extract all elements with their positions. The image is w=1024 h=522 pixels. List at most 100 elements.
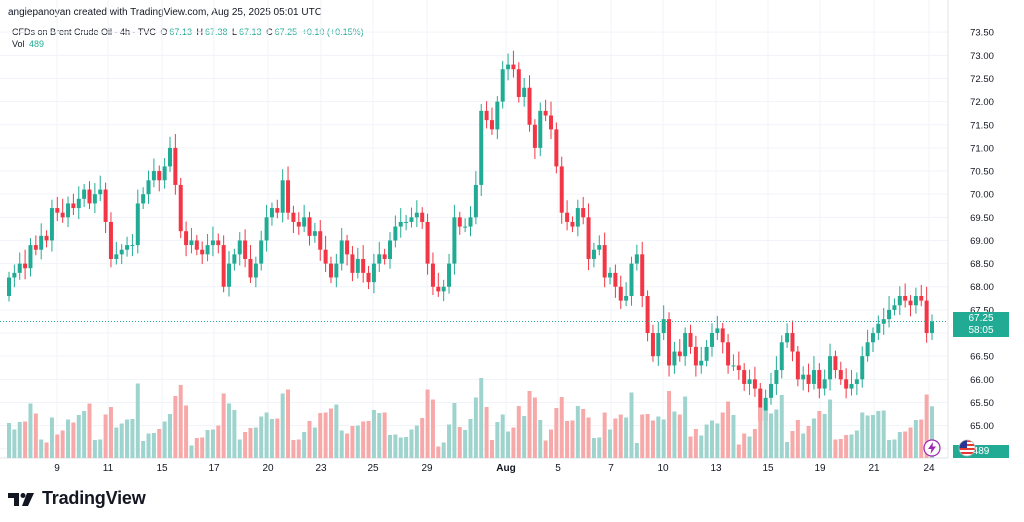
volume-bar xyxy=(216,425,221,458)
candle-body xyxy=(704,346,709,361)
candle-body xyxy=(484,110,489,121)
volume-bar xyxy=(259,416,264,458)
candle-body xyxy=(280,180,285,213)
candle-body xyxy=(382,254,387,259)
volume-bar xyxy=(312,427,317,458)
volume-bar xyxy=(629,392,634,458)
candle-body xyxy=(736,365,741,371)
x-tick-label: 10 xyxy=(657,463,669,474)
volume-bar xyxy=(366,421,371,458)
candle-body xyxy=(328,263,333,278)
candle-body xyxy=(586,217,591,259)
candle-body xyxy=(785,333,790,343)
volume-bar xyxy=(597,437,602,458)
volume-bar xyxy=(763,410,768,458)
candle-body xyxy=(554,129,559,167)
y-tick-label: 65.50 xyxy=(970,398,994,409)
volume-bar xyxy=(769,413,774,458)
candle-body xyxy=(237,240,242,255)
volume-bar xyxy=(151,433,156,458)
volume-bar xyxy=(752,429,757,458)
volume-bar xyxy=(581,409,586,458)
volume-bar xyxy=(382,412,387,458)
volume-bar xyxy=(60,430,65,458)
candle-body xyxy=(232,254,237,264)
volume-bar xyxy=(726,401,731,458)
volume-bar xyxy=(87,403,92,458)
volume-bar xyxy=(924,394,929,458)
candle-body xyxy=(398,221,403,227)
candle-body xyxy=(828,356,833,380)
candle-body xyxy=(699,360,704,366)
volume-bar xyxy=(291,440,296,458)
candle-body xyxy=(854,379,859,384)
candle-body xyxy=(393,226,398,241)
volume-bar xyxy=(468,419,473,458)
candle-body xyxy=(420,212,425,222)
volume-bar xyxy=(817,411,822,458)
candle-body xyxy=(693,346,698,366)
candle-body xyxy=(200,249,205,255)
tradingview-footer[interactable]: TradingView xyxy=(8,488,146,509)
candle-body xyxy=(447,263,452,287)
volume-bar xyxy=(548,429,553,458)
volume-bar xyxy=(538,420,543,458)
volume-bar xyxy=(17,422,22,458)
volume-bar xyxy=(575,406,580,458)
candle-body xyxy=(758,388,763,421)
volume-bar xyxy=(908,427,913,458)
volume-bar xyxy=(280,393,285,458)
candle-body xyxy=(887,309,892,320)
x-tick-label: 20 xyxy=(262,463,274,474)
candle-body xyxy=(495,101,500,130)
candle-body xyxy=(457,217,462,227)
volume-bar xyxy=(667,391,672,458)
candle-body xyxy=(688,333,693,347)
volume-bar xyxy=(506,431,511,458)
candle-body xyxy=(28,245,33,269)
candle-body xyxy=(774,370,779,384)
volume-bar xyxy=(71,422,76,458)
volume-bar xyxy=(130,419,135,458)
volume-bar xyxy=(398,437,403,458)
candle-body xyxy=(216,240,221,246)
candle-body xyxy=(742,370,747,384)
volume-bar xyxy=(919,419,924,458)
y-tick-label: 71.00 xyxy=(970,143,994,154)
candle-body xyxy=(302,217,307,227)
candle-body xyxy=(876,323,881,334)
x-tick-label: 15 xyxy=(762,463,774,474)
candle-body xyxy=(779,342,784,371)
volume-bar xyxy=(661,419,666,458)
volume-bar xyxy=(264,412,269,458)
us-flag-icon[interactable] xyxy=(958,439,976,457)
candle-body xyxy=(672,351,677,366)
volume-bar xyxy=(742,433,747,458)
x-tick-label: 24 xyxy=(923,463,935,474)
candle-body xyxy=(361,258,366,273)
candle-body xyxy=(66,203,71,218)
candle-body xyxy=(248,258,253,278)
candle-body xyxy=(60,212,65,218)
x-tick-label: 25 xyxy=(367,463,379,474)
candle-body xyxy=(243,240,248,259)
volume-label[interactable]: Vol xyxy=(12,39,25,49)
candle-body xyxy=(769,383,774,398)
volume-bar xyxy=(162,421,167,458)
lightning-icon[interactable] xyxy=(923,439,941,457)
volume-bar xyxy=(334,404,339,458)
y-tick-label: 71.50 xyxy=(970,120,994,131)
candle-body xyxy=(404,221,409,223)
candle-body xyxy=(881,319,886,324)
volume-bar xyxy=(12,429,17,458)
volume-bar xyxy=(613,418,618,458)
volume-bar xyxy=(688,436,693,458)
volume-bar xyxy=(221,393,226,458)
volume-bar xyxy=(441,442,446,458)
candle-body xyxy=(253,263,258,278)
candle-body xyxy=(71,203,76,209)
volume-bar xyxy=(608,429,613,458)
volume-bar xyxy=(559,397,564,458)
candle-body xyxy=(463,226,468,228)
